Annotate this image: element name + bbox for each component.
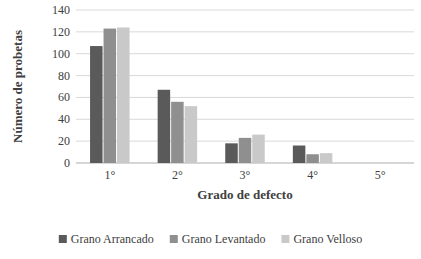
chart: 0 20 40 60 80 100 120 140 1° 2° 3° 4° 5° Grado de def…: [0, 0, 421, 259]
y-tick-label: 60: [58, 90, 70, 104]
y-tick-label: 0: [64, 156, 70, 170]
legend-swatch: [59, 235, 67, 243]
legend-label: Grano Velloso: [293, 232, 362, 246]
x-tick-label: 1°: [104, 168, 115, 182]
bar: [306, 154, 319, 163]
y-tick-label: 80: [58, 69, 70, 83]
legend-label: Grano Arrancado: [71, 232, 154, 246]
bar: [185, 106, 198, 163]
bar: [387, 163, 400, 164]
bars: [90, 27, 332, 163]
x-axis-title: Grado de defecto: [197, 187, 292, 202]
y-axis-title: Número de probetas: [10, 30, 25, 143]
bar: [239, 138, 252, 163]
y-tick-label: 120: [52, 25, 70, 39]
bar: [158, 90, 171, 163]
y-tick-label: 100: [52, 47, 70, 61]
x-tick-label: 2°: [172, 168, 183, 182]
bar: [252, 135, 265, 163]
legend-label: Grano Levantado: [182, 232, 266, 246]
bar: [320, 153, 333, 163]
y-tick-label: 20: [58, 134, 70, 148]
grid-line: [76, 10, 414, 11]
bar: [293, 146, 306, 163]
legend-swatch: [170, 235, 178, 243]
y-tick-label: 140: [52, 3, 70, 17]
bar: [117, 27, 130, 163]
y-tick-label: 40: [58, 112, 70, 126]
bar: [360, 163, 373, 164]
bar: [90, 46, 103, 163]
bar: [374, 163, 387, 164]
legend-swatch: [281, 235, 289, 243]
bar: [171, 102, 184, 163]
x-tick-label: 5°: [375, 168, 386, 182]
bar: [225, 143, 238, 163]
x-tick-label: 3°: [240, 168, 251, 182]
bar: [104, 29, 117, 163]
legend: Grano Arrancado Grano Levantado Grano Vell…: [59, 232, 362, 246]
x-tick-label: 4°: [307, 168, 318, 182]
